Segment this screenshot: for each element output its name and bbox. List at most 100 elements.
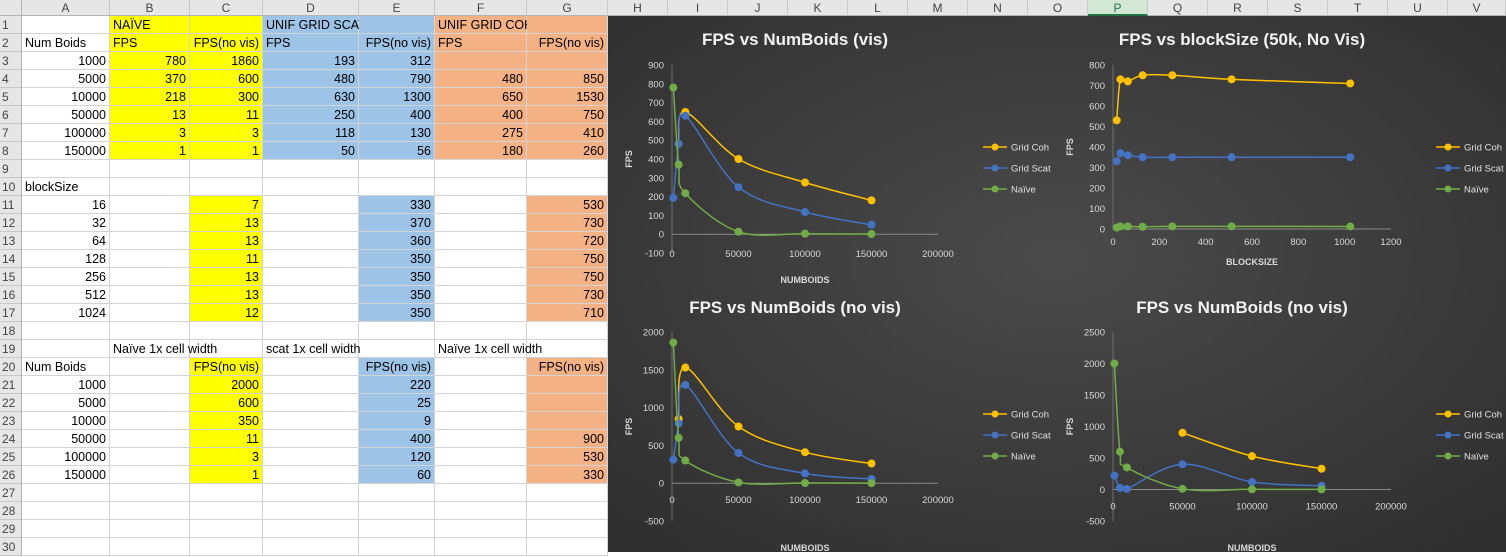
cell-A12[interactable]: 32 — [22, 214, 110, 232]
cell-G2[interactable]: FPS(no vis) — [527, 34, 608, 52]
row-header-2[interactable]: 2 — [0, 34, 22, 52]
cell-E20[interactable]: FPS(no vis) — [359, 358, 435, 376]
cell-B16[interactable] — [110, 286, 190, 304]
row-header-29[interactable]: 29 — [0, 520, 22, 538]
cell-B4[interactable]: 370 — [110, 70, 190, 88]
row-header-21[interactable]: 21 — [0, 376, 22, 394]
cell-B25[interactable] — [110, 448, 190, 466]
row-header-28[interactable]: 28 — [0, 502, 22, 520]
cell-G19[interactable] — [527, 340, 608, 358]
row-header-24[interactable]: 24 — [0, 430, 22, 448]
cell-E18[interactable] — [359, 322, 435, 340]
data-point[interactable] — [867, 479, 876, 488]
cell-G14[interactable]: 750 — [527, 250, 608, 268]
cell-D8[interactable]: 50 — [263, 142, 359, 160]
data-point[interactable] — [1116, 222, 1125, 231]
cell-B15[interactable] — [110, 268, 190, 286]
cell-G8[interactable]: 260 — [527, 142, 608, 160]
cell-G29[interactable] — [527, 520, 608, 538]
cell-F20[interactable] — [435, 358, 527, 376]
column-header-K[interactable]: K — [788, 0, 848, 16]
cell-F23[interactable] — [435, 412, 527, 430]
cell-B23[interactable] — [110, 412, 190, 430]
cell-F27[interactable] — [435, 484, 527, 502]
data-point[interactable] — [1317, 485, 1326, 494]
column-header-G[interactable]: G — [527, 0, 608, 16]
cell-D21[interactable] — [263, 376, 359, 394]
column-header-T[interactable]: T — [1328, 0, 1388, 16]
cell-F6[interactable]: 400 — [435, 106, 527, 124]
cell-C13[interactable]: 13 — [190, 232, 263, 250]
cell-C6[interactable]: 11 — [190, 106, 263, 124]
cell-D27[interactable] — [263, 484, 359, 502]
data-point[interactable] — [734, 422, 743, 431]
cell-A14[interactable]: 128 — [22, 250, 110, 268]
row-header-17[interactable]: 17 — [0, 304, 22, 322]
data-point[interactable] — [681, 380, 690, 389]
data-point[interactable] — [1168, 71, 1177, 80]
cell-F22[interactable] — [435, 394, 527, 412]
cell-A29[interactable] — [22, 520, 110, 538]
cell-C8[interactable]: 1 — [190, 142, 263, 160]
cell-G21[interactable] — [527, 376, 608, 394]
cell-E28[interactable] — [359, 502, 435, 520]
cell-B17[interactable] — [110, 304, 190, 322]
cell-G12[interactable]: 730 — [527, 214, 608, 232]
cell-G4[interactable]: 850 — [527, 70, 608, 88]
cell-B2[interactable]: FPS — [110, 34, 190, 52]
cell-A13[interactable]: 64 — [22, 232, 110, 250]
cell-E12[interactable]: 370 — [359, 214, 435, 232]
data-point[interactable] — [1178, 484, 1187, 493]
cell-D15[interactable] — [263, 268, 359, 286]
cell-A27[interactable] — [22, 484, 110, 502]
cell-C22[interactable]: 600 — [190, 394, 263, 412]
cell-D30[interactable] — [263, 538, 359, 556]
cell-A25[interactable]: 100000 — [22, 448, 110, 466]
cell-E29[interactable] — [359, 520, 435, 538]
row-header-14[interactable]: 14 — [0, 250, 22, 268]
row-header-4[interactable]: 4 — [0, 70, 22, 88]
data-point[interactable] — [734, 183, 743, 192]
data-point[interactable] — [1168, 222, 1177, 231]
cell-F13[interactable] — [435, 232, 527, 250]
cell-A18[interactable] — [22, 322, 110, 340]
cell-G23[interactable] — [527, 412, 608, 430]
cell-C16[interactable]: 13 — [190, 286, 263, 304]
row-header-25[interactable]: 25 — [0, 448, 22, 466]
data-point[interactable] — [867, 220, 876, 229]
cell-E25[interactable]: 120 — [359, 448, 435, 466]
data-point[interactable] — [1112, 157, 1121, 166]
data-point[interactable] — [1346, 79, 1355, 88]
column-header-E[interactable]: E — [359, 0, 435, 16]
cell-G11[interactable]: 530 — [527, 196, 608, 214]
cell-D26[interactable] — [263, 466, 359, 484]
data-point[interactable] — [734, 155, 743, 163]
cell-B21[interactable] — [110, 376, 190, 394]
data-point[interactable] — [1248, 485, 1256, 494]
cell-F19[interactable]: Naïve 1x cell width — [435, 340, 542, 358]
cell-D3[interactable]: 193 — [263, 52, 359, 70]
cell-G22[interactable] — [527, 394, 608, 412]
column-header-R[interactable]: R — [1208, 0, 1268, 16]
cell-F12[interactable] — [435, 214, 527, 232]
cell-G16[interactable]: 730 — [527, 286, 608, 304]
cell-C15[interactable]: 13 — [190, 268, 263, 286]
data-point[interactable] — [1115, 483, 1124, 492]
data-point[interactable] — [1138, 222, 1147, 231]
cell-C28[interactable] — [190, 502, 263, 520]
data-point[interactable] — [669, 83, 678, 92]
cell-B5[interactable]: 218 — [110, 88, 190, 106]
row-header-13[interactable]: 13 — [0, 232, 22, 250]
cell-G17[interactable]: 710 — [527, 304, 608, 322]
row-header-20[interactable]: 20 — [0, 358, 22, 376]
cell-A8[interactable]: 150000 — [22, 142, 110, 160]
cell-C26[interactable]: 1 — [190, 466, 263, 484]
cell-F7[interactable]: 275 — [435, 124, 527, 142]
cell-E1[interactable] — [359, 16, 435, 34]
cell-G7[interactable]: 410 — [527, 124, 608, 142]
cell-E21[interactable]: 220 — [359, 376, 435, 394]
cell-G20[interactable]: FPS(no vis) — [527, 358, 608, 376]
data-point[interactable] — [1317, 464, 1326, 473]
cell-D12[interactable] — [263, 214, 359, 232]
row-header-19[interactable]: 19 — [0, 340, 22, 358]
